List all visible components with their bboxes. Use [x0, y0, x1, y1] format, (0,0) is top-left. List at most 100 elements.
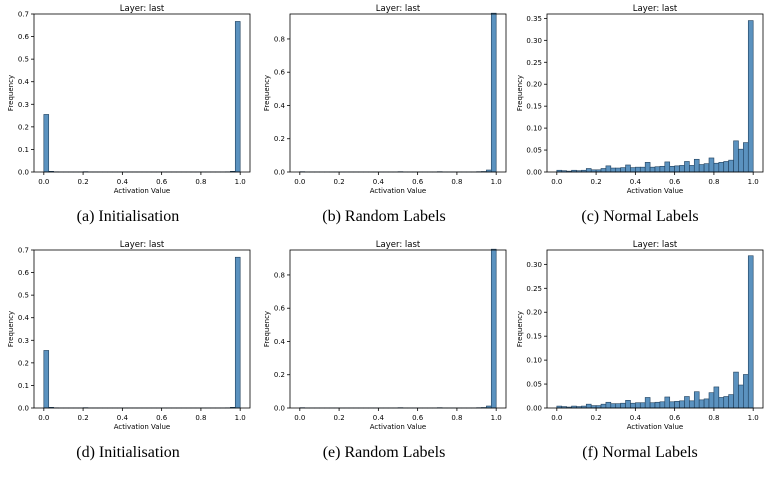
- bar-c-13: [621, 168, 626, 172]
- ytick-label-e-2: 0.4: [274, 338, 286, 346]
- caption-b: (b) Random Labels: [256, 208, 512, 226]
- bar-f-12: [616, 404, 621, 408]
- bar-c-38: [743, 143, 748, 172]
- xtick-label-a-0: 0.0: [38, 178, 49, 186]
- bar-f-32: [714, 387, 719, 408]
- xtick-label-a-5: 1.0: [235, 178, 246, 186]
- ytick-label-a-3: 0.3: [18, 101, 29, 109]
- bar-e-39: [491, 249, 496, 408]
- bar-f-18: [645, 397, 650, 408]
- bar-f-11: [611, 404, 616, 408]
- x-axis-label-b: Activation Value: [370, 187, 427, 195]
- plot-title-f: Layer: last: [633, 240, 678, 250]
- xtick-label-b-3: 0.6: [412, 178, 424, 186]
- xtick-label-b-2: 0.4: [373, 178, 385, 186]
- ytick-label-a-4: 0.4: [18, 78, 30, 86]
- xtick-label-a-4: 0.8: [195, 178, 206, 186]
- bar-c-22: [665, 162, 670, 172]
- bar-f-14: [626, 400, 631, 408]
- xtick-label-e-4: 0.8: [451, 414, 462, 422]
- ytick-label-e-0: 0.0: [274, 405, 285, 413]
- bar-c-33: [719, 162, 724, 172]
- y-axis-label-d: Frequency: [7, 311, 15, 347]
- caption-a: (a) Initialisation: [0, 208, 256, 226]
- y-axis-label-a: Frequency: [7, 75, 15, 111]
- bar-f-10: [606, 402, 611, 408]
- bar-c-18: [645, 162, 650, 172]
- xtick-label-a-1: 0.2: [78, 178, 89, 186]
- bar-c-21: [660, 166, 665, 172]
- bar-f-9: [601, 404, 606, 408]
- bar-a-39: [235, 21, 240, 172]
- bar-c-6: [586, 168, 591, 172]
- ytick-label-d-7: 0.7: [18, 247, 29, 255]
- ytick-label-f-6: 0.30: [526, 261, 542, 269]
- ytick-label-f-3: 0.15: [526, 333, 542, 341]
- ytick-label-e-1: 0.2: [274, 371, 285, 379]
- bar-f-16: [635, 403, 640, 408]
- x-axis-label-d: Activation Value: [114, 423, 171, 431]
- bar-f-24: [675, 401, 680, 408]
- ytick-label-d-0: 0.0: [18, 405, 29, 413]
- x-axis-label-f: Activation Value: [627, 423, 684, 431]
- ytick-label-d-1: 0.1: [18, 382, 29, 390]
- y-axis-label-e: Frequency: [263, 311, 271, 347]
- bar-c-14: [626, 165, 631, 172]
- xtick-label-d-5: 1.0: [235, 414, 246, 422]
- plot-title-d: Layer: last: [120, 240, 165, 250]
- ytick-label-a-2: 0.2: [18, 123, 29, 131]
- bar-f-38: [743, 374, 748, 408]
- bar-f-22: [665, 397, 670, 408]
- bar-f-29: [699, 400, 704, 408]
- xtick-label-e-1: 0.2: [334, 414, 345, 422]
- ytick-label-c-7: 0.35: [526, 15, 542, 23]
- caption-e: (e) Random Labels: [256, 444, 512, 462]
- axes-frame-c: [547, 14, 763, 172]
- bar-c-16: [635, 167, 640, 172]
- xtick-label-f-3: 0.6: [669, 414, 681, 422]
- x-axis-label-c: Activation Value: [627, 187, 684, 195]
- ytick-label-d-6: 0.6: [18, 269, 30, 277]
- ytick-label-f-0: 0.00: [526, 405, 542, 413]
- bar-c-35: [729, 160, 734, 172]
- xtick-label-f-4: 0.8: [708, 414, 719, 422]
- xtick-label-d-1: 0.2: [78, 414, 89, 422]
- ytick-label-d-4: 0.4: [18, 314, 30, 322]
- bar-f-6: [586, 404, 591, 408]
- bar-c-30: [704, 164, 709, 172]
- bar-c-34: [724, 161, 729, 172]
- bar-c-17: [640, 167, 645, 172]
- bar-d-39: [235, 257, 240, 408]
- ytick-label-f-1: 0.05: [526, 381, 542, 389]
- ytick-label-c-3: 0.15: [526, 103, 542, 111]
- xtick-label-f-5: 1.0: [748, 414, 759, 422]
- ytick-label-a-1: 0.1: [18, 146, 29, 154]
- ytick-label-c-4: 0.20: [526, 81, 542, 89]
- bar-f-13: [621, 403, 626, 408]
- plot-title-e: Layer: last: [376, 240, 421, 250]
- bar-f-23: [670, 402, 675, 408]
- xtick-label-c-3: 0.6: [669, 178, 681, 186]
- bar-f-15: [630, 403, 635, 408]
- xtick-label-a-2: 0.4: [117, 178, 129, 186]
- bar-f-19: [650, 403, 655, 408]
- ytick-label-c-1: 0.05: [526, 147, 542, 155]
- bar-f-21: [660, 402, 665, 408]
- bar-f-33: [719, 397, 724, 408]
- bar-c-28: [694, 159, 699, 172]
- bar-f-26: [684, 397, 689, 408]
- bar-b-39: [491, 13, 496, 172]
- bar-c-39: [748, 21, 753, 172]
- ytick-label-a-0: 0.0: [18, 169, 29, 177]
- ytick-label-f-2: 0.10: [526, 357, 542, 365]
- xtick-label-c-4: 0.8: [708, 178, 719, 186]
- xtick-label-e-5: 1.0: [491, 414, 502, 422]
- ytick-label-c-5: 0.25: [526, 59, 542, 67]
- xtick-label-f-0: 0.0: [551, 414, 562, 422]
- bar-c-25: [680, 165, 685, 172]
- y-axis-label-f: Frequency: [516, 311, 524, 347]
- bar-c-20: [655, 167, 660, 172]
- ytick-label-b-1: 0.2: [274, 135, 285, 143]
- ytick-label-d-5: 0.5: [18, 292, 29, 300]
